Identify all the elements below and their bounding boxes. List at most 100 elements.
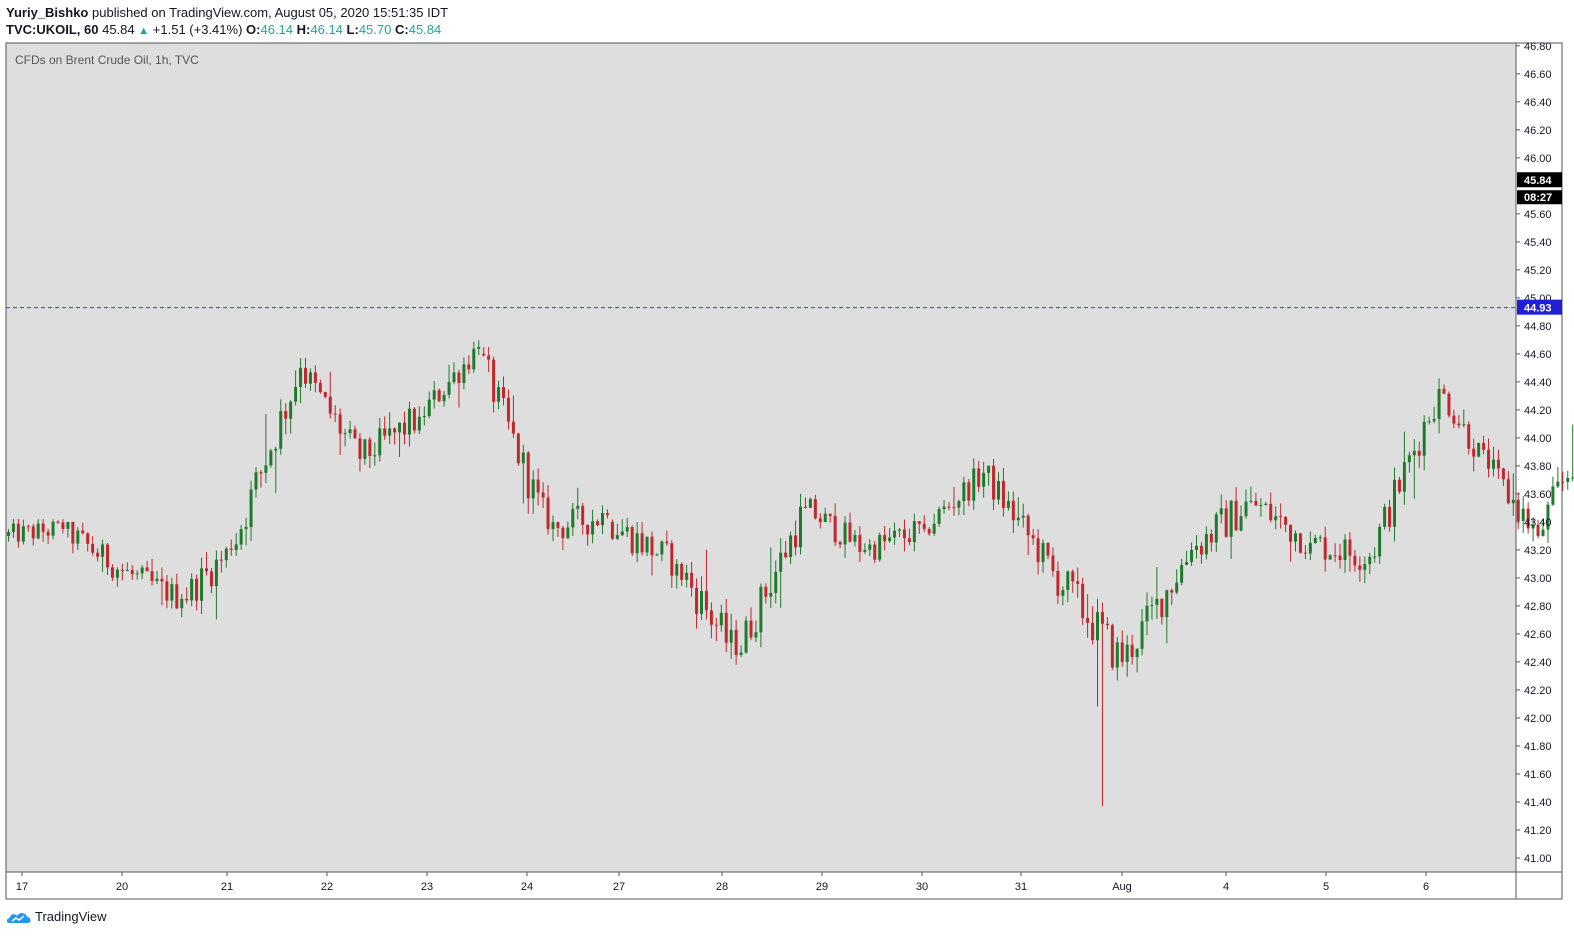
tradingview-footer[interactable]: TradingView [6, 909, 107, 924]
candle-body [1566, 477, 1570, 482]
candle-body [1298, 533, 1302, 553]
candle-body [1264, 503, 1268, 505]
candle [1195, 535, 1198, 559]
candle [615, 523, 619, 541]
candle-body [571, 508, 575, 528]
candle [541, 482, 545, 508]
candle-body [997, 481, 1000, 500]
candle-body [511, 421, 515, 434]
candle-body [66, 521, 70, 529]
candle-body [1506, 479, 1510, 504]
candle [704, 549, 708, 620]
candle-body [1313, 538, 1317, 543]
candle-body [304, 367, 307, 384]
candle-body [977, 468, 981, 487]
price-tick-label: 46.60 [1524, 69, 1552, 81]
candle [1175, 569, 1179, 595]
candle-body [1289, 524, 1293, 542]
candle [902, 519, 906, 552]
candle [1021, 503, 1025, 528]
candle [863, 543, 867, 554]
candle-body [1145, 605, 1149, 622]
candle [1140, 608, 1144, 656]
candle-body [709, 610, 713, 625]
candle [972, 458, 976, 510]
candle-body [1269, 503, 1273, 521]
candle-body [101, 544, 105, 557]
candle [982, 461, 986, 498]
candle-body [229, 548, 233, 550]
candle [140, 565, 144, 580]
plot-area[interactable] [5, 42, 1517, 873]
open-value: 46.14 [260, 22, 294, 37]
candle [917, 520, 921, 534]
candle [110, 564, 114, 581]
candle-body [1323, 537, 1327, 560]
time-axis[interactable] [5, 871, 1517, 900]
candle-body [1393, 479, 1396, 527]
candle-body [1190, 549, 1194, 562]
candle-body [1056, 570, 1060, 596]
candle [205, 552, 208, 576]
candle-body [1397, 479, 1401, 492]
candle-body [566, 527, 570, 539]
candle-body [26, 526, 30, 528]
candle [289, 400, 293, 434]
time-tick-label: 23 [421, 881, 433, 893]
candle [482, 347, 486, 357]
time-tick-label: Aug [1112, 881, 1132, 893]
candle [46, 528, 50, 544]
candle [7, 529, 10, 542]
candle [378, 417, 382, 462]
candle [1501, 467, 1505, 487]
candle [1556, 466, 1560, 489]
tradingview-cloud-icon [6, 912, 31, 923]
candle [1239, 505, 1243, 532]
time-tick-label: 24 [521, 881, 533, 893]
candle-body [1096, 612, 1099, 641]
candle-body [31, 526, 35, 539]
candle-body [675, 563, 679, 576]
price-tick-label: 45.20 [1524, 265, 1552, 277]
candle-body [1437, 388, 1441, 419]
candle-body [541, 492, 545, 498]
price-tick-label: 46.20 [1524, 125, 1552, 137]
candle-body [1071, 571, 1075, 582]
price-tick-label: 43.40 [1524, 517, 1552, 529]
candle [744, 616, 748, 654]
candle-body [700, 591, 703, 614]
price-tick-label: 43.00 [1524, 573, 1552, 585]
candle-body [452, 372, 456, 383]
candle [1487, 438, 1491, 478]
candle-body [655, 554, 659, 556]
candle-body [1086, 617, 1090, 623]
candle-body [437, 390, 441, 402]
candle-body [902, 529, 906, 539]
candle-body [1492, 459, 1495, 469]
candle [734, 619, 738, 665]
candle [1397, 476, 1401, 495]
candle [219, 550, 223, 573]
symbol-label[interactable]: TVC:UKOIL, 60 [6, 22, 99, 37]
author-name[interactable]: Yuriy_Bishko [6, 5, 89, 20]
candle [264, 414, 268, 484]
candle-body [1170, 590, 1174, 593]
candle-body [96, 552, 100, 557]
candle-body [774, 571, 778, 593]
price-tags: 45.84 08:27 44.93 [1517, 172, 1562, 315]
candle-body [165, 581, 169, 601]
candle-body [1204, 533, 1208, 555]
candle-body [1501, 468, 1505, 480]
candle [1496, 449, 1500, 479]
candle [86, 532, 90, 552]
close-label: C: [395, 22, 409, 37]
publish-line: Yuriy_Bishko published on TradingView.co… [6, 5, 448, 20]
candle-body [1120, 642, 1124, 662]
candle-body [1209, 533, 1213, 543]
candle [239, 524, 243, 551]
candle [957, 499, 961, 516]
candle-body [1016, 517, 1020, 521]
price-chart[interactable]: CFDs on Brent Crude Oil, 1h, TVC 46.8046… [0, 0, 1574, 905]
candle-body [1521, 508, 1525, 521]
candle-body [1091, 622, 1095, 641]
